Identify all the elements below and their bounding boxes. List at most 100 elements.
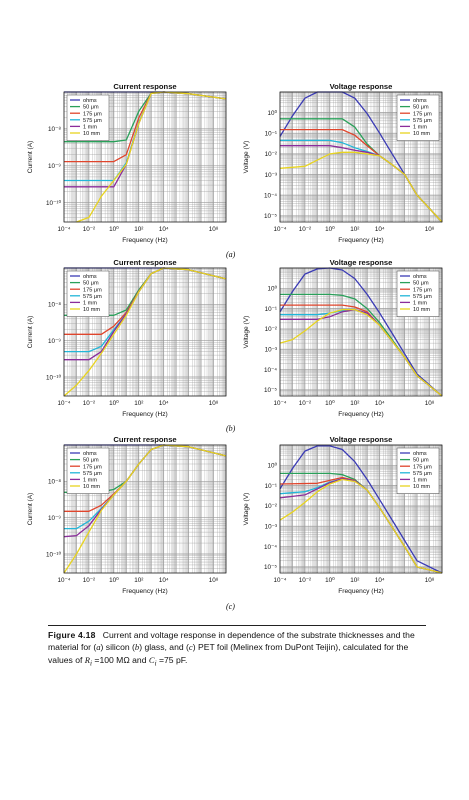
caption-ref-a: a	[96, 642, 101, 653]
chart-5-y-tick-label: 10⁻¹	[265, 483, 277, 490]
chart-1-legend-label-0: ohms	[413, 98, 427, 104]
chart-5-x-tick-label: 10⁻²	[299, 577, 311, 584]
chart-4-legend-label-0: ohms	[83, 451, 97, 457]
chart-2-frame	[63, 267, 227, 397]
chart-3-series-line-0	[279, 267, 443, 397]
chart-3-legend-label-0: ohms	[413, 274, 427, 280]
chart-5-legend-label-5: 10 mm	[413, 484, 430, 490]
chart-2-y-tick-label: 10⁻⁹	[48, 338, 61, 345]
chart-0-frame	[63, 91, 227, 223]
chart-3-x-tick-label: 10⁸	[425, 400, 435, 407]
chart-4-grid	[63, 444, 227, 574]
chart-2-legend-label-0: ohms	[83, 274, 97, 280]
subfigure-label-b: (b)	[226, 424, 236, 433]
chart-0-x-tick-label: 10⁴	[159, 226, 169, 233]
chart-2-y-tick-label: 10⁻¹⁰	[46, 374, 61, 381]
chart-4-x-tick-label: 10²	[134, 577, 143, 584]
chart-2-x-tick-label: 10⁸	[209, 400, 219, 407]
chart-4-y-tick-label: 10⁻⁸	[48, 479, 61, 486]
chart-3-legend-label-4: 1 mm	[413, 301, 427, 307]
chart-0-legend-label-3: 575 μm	[83, 118, 102, 124]
caption-text-3: ) glass, and (	[139, 642, 189, 653]
chart-4-legend-label-2: 175 μm	[83, 464, 102, 470]
chart-4-title: Current response	[113, 435, 176, 444]
figure-caption: Figure 4.18 Current and voltage response…	[48, 629, 428, 670]
chart-5-x-tick-label: 10⁰	[325, 577, 335, 584]
chart-1-y-tick-label: 10⁻³	[265, 172, 277, 179]
chart-1-y-tick-label: 10⁻¹	[265, 131, 277, 138]
chart-2-x-tick-label: 10⁰	[109, 400, 119, 407]
chart-3-x-tick-label: 10⁻²	[299, 400, 311, 407]
chart-2-y-tick-label: 10⁻⁸	[48, 302, 61, 309]
chart-1-y-tick-label: 10⁻⁵	[264, 213, 277, 220]
chart-3-y-ticks: 10⁻⁵ 10⁻⁴ 10⁻³ 10⁻² 10⁻¹ 10⁰	[264, 286, 278, 395]
chart-3-title: Voltage response	[330, 258, 393, 267]
chart-4-y-tick-label: 10⁻⁹	[48, 515, 61, 522]
figure-number: Figure 4.18	[48, 630, 96, 640]
chart-0-y-tick-label: 10⁻⁹	[48, 163, 61, 170]
chart-3-frame	[279, 267, 443, 397]
chart-0-y-tick-label: 10⁻⁸	[48, 126, 61, 133]
chart-2-series-line-5	[63, 267, 227, 397]
chart-2-x-tick-label: 10⁻²	[83, 400, 95, 407]
chart-4-x-tick-label: 10⁸	[209, 577, 219, 584]
chart-a-current: Current response 10⁻⁴ 10⁻² 10⁰ 10² 10⁴ 10⁸ Freq…	[20, 80, 236, 248]
caption-symbol-c: C	[148, 654, 155, 665]
chart-4-legend-label-1: 50 μm	[83, 458, 99, 464]
chart-0-x-tick-label: 10⁻²	[83, 226, 95, 233]
chart-5-legend-label-1: 50 μm	[413, 458, 429, 464]
chart-4-legend-label-5: 10 mm	[83, 484, 100, 490]
chart-4-y-axis-label: Current (A)	[27, 493, 34, 526]
chart-1-legend-label-2: 175 μm	[413, 111, 432, 117]
chart-3-legend-label-1: 50 μm	[413, 281, 429, 287]
chart-5-title: Voltage response	[330, 435, 393, 444]
chart-5-x-tick-label: 10⁴	[375, 577, 385, 584]
chart-4-y-tick-label: 10⁻¹⁰	[46, 551, 61, 558]
chart-b-voltage: Voltage response 10⁻⁴ 10⁻² 10⁰ 10² 10⁴ 10⁸ Freq…	[236, 256, 452, 422]
chart-1-frame	[279, 91, 443, 223]
chart-5-y-tick-label: 10⁻³	[265, 524, 277, 531]
chart-0-legend-label-2: 175 μm	[83, 111, 102, 117]
chart-5-y-tick-label: 10⁻⁴	[264, 544, 277, 551]
chart-4-x-axis-label: Frequency (Hz)	[122, 588, 167, 595]
chart-0-x-tick-label: 10⁰	[109, 226, 119, 233]
chart-1-x-tick-label: 10⁻⁴	[273, 226, 286, 233]
chart-0-legend-label-5: 10 mm	[83, 131, 100, 137]
chart-3-legend-label-5: 10 mm	[413, 307, 430, 313]
chart-2-x-tick-label: 10⁴	[159, 400, 169, 407]
chart-3-y-axis-label: Voltage (V)	[243, 316, 250, 349]
chart-0-x-tick-label: 10²	[134, 226, 143, 233]
chart-4-frame	[63, 444, 227, 574]
caption-text-4: ) PET foil (Melinex from DuPont Teijin),…	[48, 642, 409, 665]
chart-3-legend-label-2: 175 μm	[413, 287, 432, 293]
chart-1-y-axis-label: Voltage (V)	[243, 141, 250, 174]
chart-1-y-tick-label: 10⁻²	[265, 151, 277, 158]
chart-3-x-tick-label: 10⁻⁴	[273, 400, 286, 407]
chart-0-x-tick-label: 10⁻⁴	[57, 226, 70, 233]
chart-1-x-tick-label: 10⁸	[425, 226, 435, 233]
chart-3-series-line-5	[279, 308, 443, 397]
chart-1-x-tick-label: 10⁰	[325, 226, 335, 233]
chart-3-y-tick-label: 10⁻⁵	[264, 387, 277, 394]
chart-5-x-tick-label: 10⁻⁴	[273, 577, 286, 584]
chart-2-title: Current response	[113, 258, 176, 267]
chart-3-x-tick-label: 10⁴	[375, 400, 385, 407]
chart-2-x-ticks: 10⁻⁴ 10⁻² 10⁰ 10² 10⁴ 10⁸	[57, 400, 218, 407]
chart-1-x-axis-label: Frequency (Hz)	[338, 237, 383, 244]
chart-3-y-tick-label: 10⁻⁴	[264, 367, 277, 374]
caption-text-1: Current and voltage response in dependen…	[48, 630, 415, 653]
caption-text-5: =100 MΩ and	[92, 654, 149, 665]
chart-5-frame	[279, 444, 443, 574]
caption-text-2: ) silicon (	[100, 642, 135, 653]
subfigure-label-c: (c)	[226, 602, 235, 611]
chart-5-legend-label-4: 1 mm	[413, 478, 427, 484]
chart-2-legend-label-5: 10 mm	[83, 307, 100, 313]
chart-3-y-tick-label: 10⁻²	[265, 326, 277, 333]
chart-3-x-tick-label: 10²	[350, 400, 359, 407]
chart-5-legend-label-3: 575 μm	[413, 471, 432, 477]
